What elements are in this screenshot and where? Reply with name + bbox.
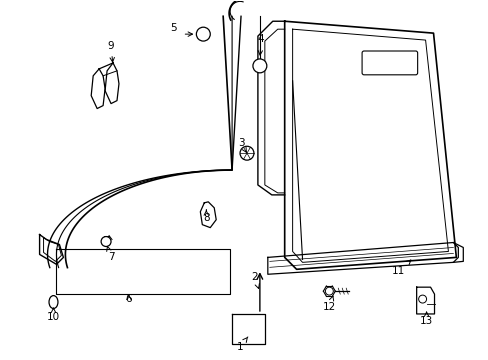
Circle shape (240, 146, 253, 160)
Polygon shape (284, 21, 455, 269)
Text: 12: 12 (322, 296, 335, 312)
Text: 7: 7 (106, 247, 114, 262)
Polygon shape (200, 202, 216, 228)
Text: 9: 9 (107, 41, 114, 62)
Circle shape (252, 59, 266, 73)
Circle shape (325, 287, 333, 295)
Text: 6: 6 (125, 294, 132, 304)
Text: 10: 10 (47, 308, 60, 322)
Text: 2: 2 (251, 272, 259, 288)
Text: 3: 3 (237, 138, 246, 152)
Text: 1: 1 (236, 337, 247, 352)
Circle shape (418, 295, 426, 303)
Text: 13: 13 (419, 312, 432, 326)
FancyBboxPatch shape (361, 51, 417, 75)
Circle shape (101, 237, 111, 247)
Polygon shape (267, 243, 457, 274)
Circle shape (196, 27, 210, 41)
Ellipse shape (49, 296, 58, 309)
Polygon shape (105, 63, 119, 104)
Text: 4: 4 (257, 34, 264, 55)
Text: 8: 8 (203, 210, 209, 223)
Polygon shape (91, 69, 105, 109)
Polygon shape (416, 287, 434, 314)
Polygon shape (232, 314, 264, 344)
Text: 11: 11 (391, 260, 410, 276)
Text: 5: 5 (170, 23, 177, 33)
